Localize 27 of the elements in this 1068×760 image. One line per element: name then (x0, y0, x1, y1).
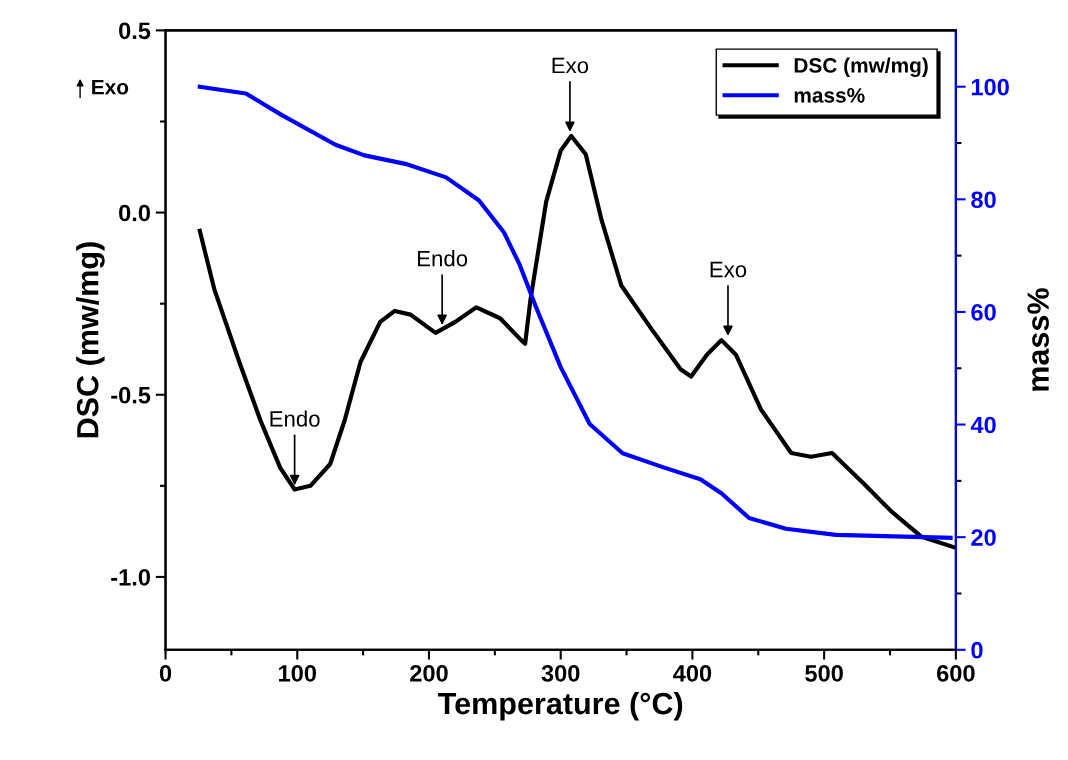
annotation: Exo (710, 261, 747, 278)
x-tick-label: 600 (937, 665, 975, 682)
y-axis-title: DSC (mw/mg) (76, 242, 105, 438)
legend-label: DSC (mw/mg) (794, 57, 928, 77)
annotation: Exo (552, 57, 589, 74)
text: Exo (92, 79, 129, 95)
y-tick-label: -1.0 (111, 569, 150, 586)
annotation: Endo (270, 410, 320, 427)
x-tick-label: 400 (673, 665, 712, 682)
x-tick-label: 500 (805, 665, 843, 682)
y-tick-label: 0.0 (119, 204, 150, 222)
y-tick-label: -0.5 (111, 386, 151, 404)
y-tick-label: 0.5 (119, 22, 151, 40)
annotation: Endo (418, 250, 468, 267)
y2-axis-title: mass% (1027, 288, 1049, 391)
y2-tick-label: 100 (971, 78, 1009, 96)
y2-tick-label: 80 (971, 191, 996, 209)
y2-tick-label: 0 (971, 641, 983, 659)
y2-tick-label: 40 (970, 416, 996, 434)
x-axis-title: Temperature (°C) (438, 691, 683, 721)
legend-label: mass% (794, 88, 865, 103)
y2-tick-label: 20 (971, 529, 996, 546)
x-tick-label: 100 (279, 665, 316, 682)
x-tick-label: 300 (541, 665, 580, 682)
x-tick-label: 200 (410, 665, 448, 682)
x-tick-label: 0 (159, 665, 172, 682)
y2-tick-label: 60 (971, 304, 996, 321)
